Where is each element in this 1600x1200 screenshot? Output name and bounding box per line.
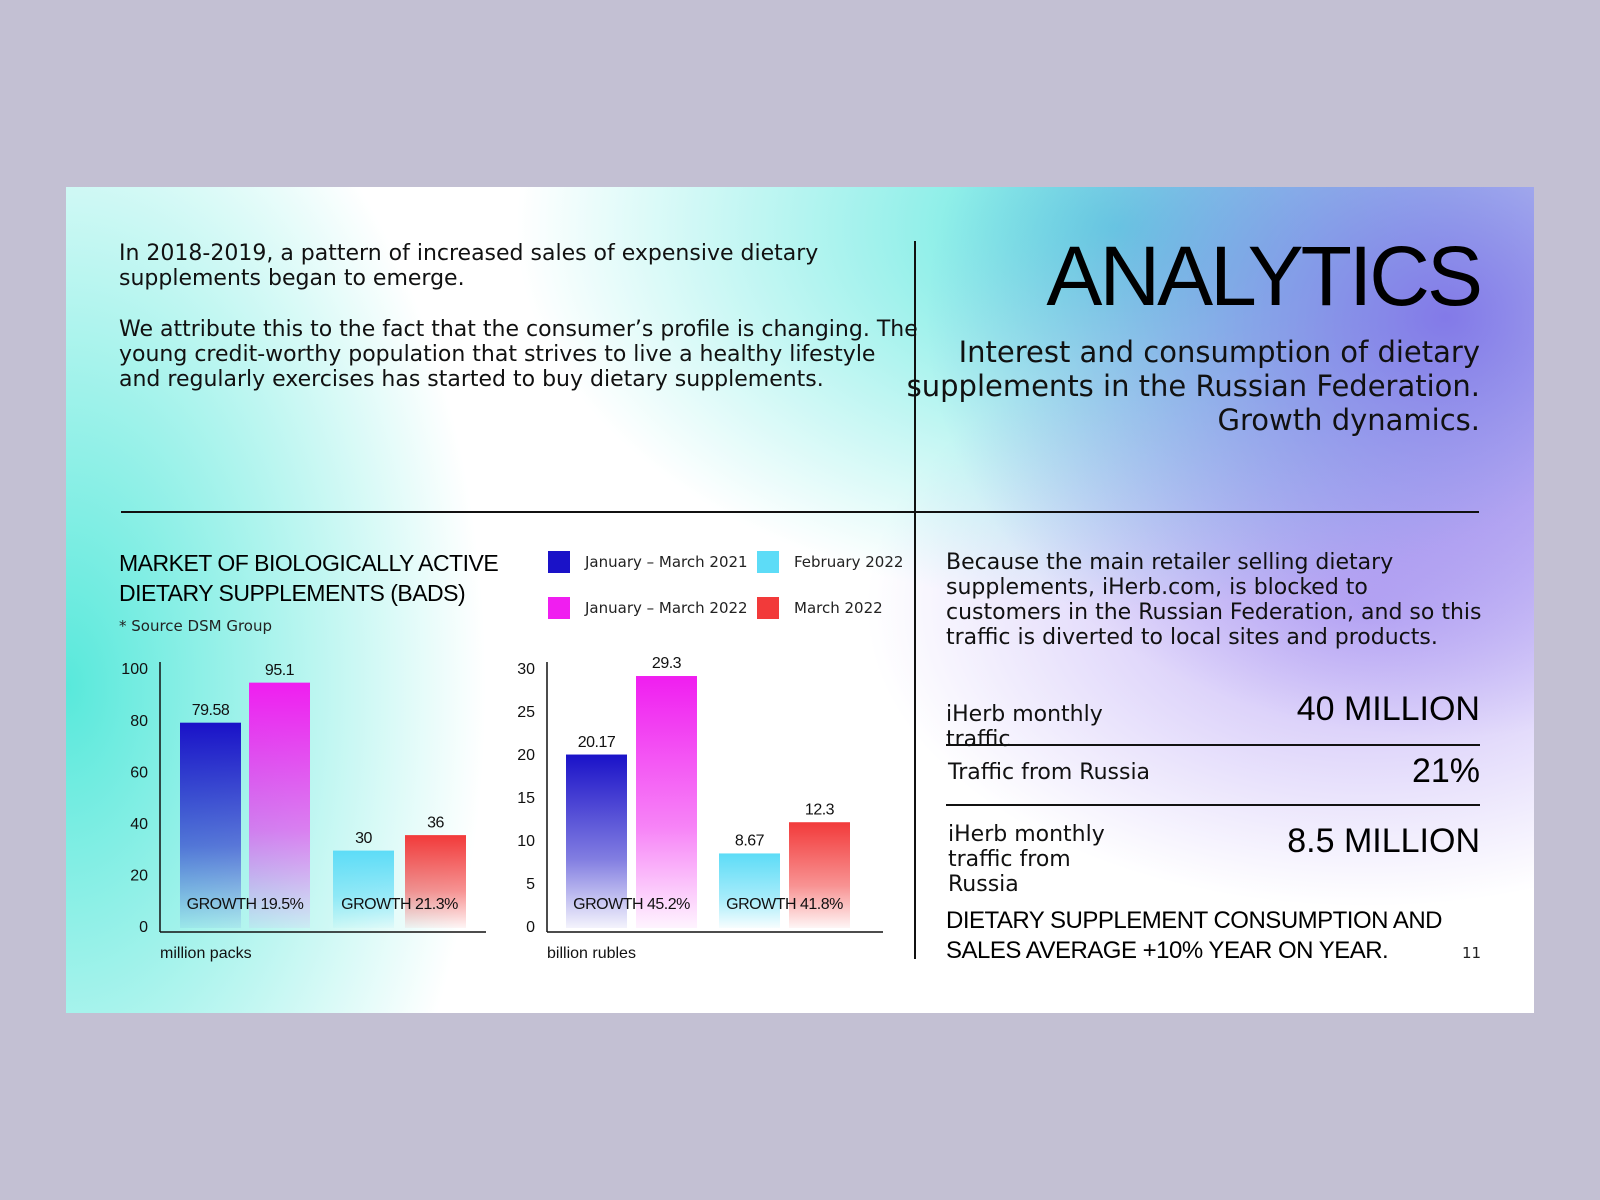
bar [636, 676, 697, 928]
row-divider [946, 804, 1480, 806]
intro-paragraph: In 2018-2019, a pattern of increased sal… [119, 241, 819, 291]
intro-paragraph: We attribute this to the fact that the c… [119, 317, 918, 392]
bar [180, 722, 241, 928]
bar [249, 682, 310, 928]
stat-value: 21% [1411, 752, 1480, 790]
legend-label: January – March 2021 [585, 553, 748, 571]
y-tick-label: 0 [139, 919, 148, 936]
divider [914, 241, 916, 959]
y-tick-label: 20 [130, 868, 148, 885]
legend-label: March 2022 [794, 599, 883, 617]
stat-label: iHerb monthly traffic [946, 702, 1103, 752]
stat-label: Traffic from Russia [948, 760, 1151, 785]
y-tick-label: 40 [130, 816, 148, 833]
divider [121, 511, 1479, 513]
growth-label: GROWTH 19.5% [187, 896, 304, 913]
value-label: 95.1 [265, 662, 295, 679]
growth-label: GROWTH 41.8% [726, 896, 843, 913]
bar [333, 850, 394, 928]
value-label: 8.67 [735, 833, 765, 850]
source-note: * Source DSM Group [119, 617, 273, 635]
page-title: ANALYTICS [1046, 229, 1483, 323]
subtitle-line: Interest and consumption of dietary [958, 335, 1480, 369]
bar [789, 822, 850, 928]
legend-swatch [757, 597, 779, 619]
chart-title: MARKET OF BIOLOGICALLY ACTIVE DIETARY SU… [119, 550, 499, 606]
value-label: 20.17 [578, 734, 616, 751]
legend-swatch [757, 551, 779, 573]
bar [719, 853, 780, 928]
page-number: 11 [1462, 944, 1482, 962]
value-label: 12.3 [805, 801, 835, 818]
legend-swatch [548, 551, 570, 573]
bar [405, 835, 466, 928]
value-label: 29.3 [652, 655, 682, 672]
y-tick-label: 20 [517, 747, 535, 764]
y-tick-label: 25 [517, 704, 535, 721]
y-tick-label: 30 [517, 661, 535, 678]
value-label: 36 [427, 814, 444, 831]
stat-value: 8.5 MILLION [1287, 822, 1480, 860]
growth-label: GROWTH 45.2% [573, 896, 690, 913]
legend-label: February 2022 [794, 553, 904, 571]
legend-swatch [548, 597, 570, 619]
stat-value: 40 MILLION [1296, 690, 1480, 728]
value-label: 79.58 [192, 702, 230, 719]
legend-label: January – March 2022 [585, 599, 748, 617]
axis-label: million packs [160, 945, 252, 962]
y-tick-label: 15 [517, 790, 535, 807]
y-tick-label: 5 [526, 876, 535, 893]
row-divider [946, 744, 1480, 746]
footer-text: DIETARY SUPPLEMENT CONSUMPTION AND SALES… [946, 907, 1443, 964]
axis-label: billion rubles [547, 945, 636, 962]
subtitle: Interest and consumption of dietary supp… [907, 335, 1480, 437]
value-label: 30 [355, 830, 372, 847]
y-tick-label: 10 [517, 833, 535, 850]
y-tick-label: 80 [130, 713, 148, 730]
y-tick-label: 0 [526, 919, 535, 936]
subtitle-line: supplements in the Russian Federation. [906, 369, 1480, 403]
subtitle-line: Growth dynamics. [1217, 403, 1481, 437]
y-tick-label: 100 [121, 661, 148, 678]
growth-label: GROWTH 21.3% [341, 896, 458, 913]
retail-note: Because the main retailer selling dietar… [946, 550, 1482, 650]
slide [66, 187, 1534, 1013]
stat-label: iHerb monthly traffic from Russia [948, 822, 1105, 897]
y-tick-label: 60 [130, 764, 148, 781]
bar [566, 754, 627, 928]
